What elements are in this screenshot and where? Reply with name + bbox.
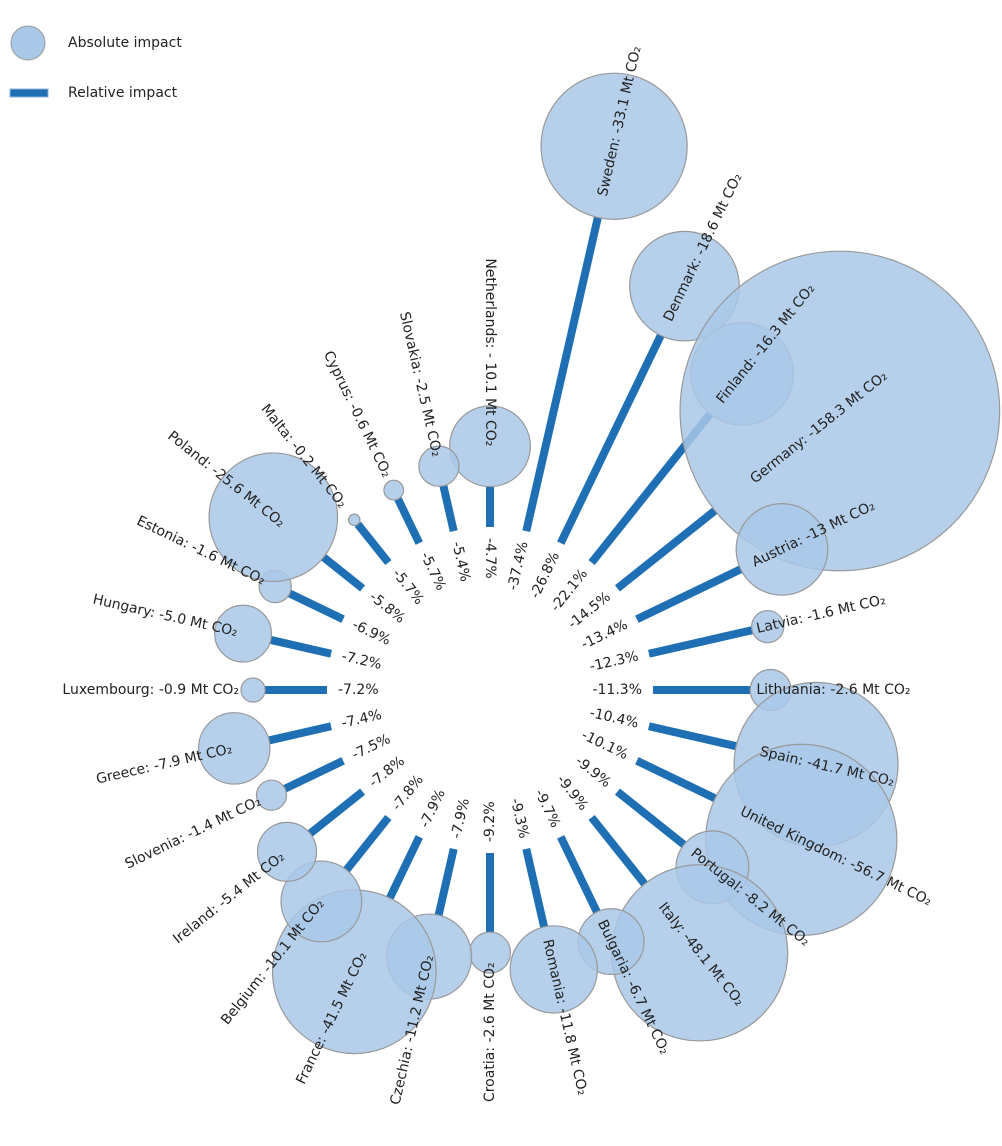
relative-label: -5.7% bbox=[417, 550, 449, 594]
bubble bbox=[735, 503, 829, 596]
country-label: Cyprus: -0.6 Mt CO₂ bbox=[320, 349, 394, 480]
bar bbox=[648, 722, 738, 751]
bubble bbox=[751, 609, 785, 644]
bubble bbox=[418, 445, 460, 487]
bubble bbox=[679, 250, 1001, 572]
bubble bbox=[509, 925, 599, 1014]
relative-label: -7.2% bbox=[338, 682, 379, 698]
bar bbox=[269, 636, 332, 658]
relative-label: -11.3% bbox=[592, 682, 642, 698]
bubble bbox=[197, 712, 271, 785]
relative-label: -9.9% bbox=[572, 753, 614, 791]
bar bbox=[394, 497, 423, 545]
relative-label: -5.8% bbox=[366, 589, 408, 627]
bar bbox=[614, 507, 718, 592]
bar bbox=[321, 554, 366, 592]
country-label: Lithuania: -2.6 Mt CO₂ bbox=[756, 682, 910, 698]
country-label: Croatia: -2.6 Mt CO₂ bbox=[482, 962, 498, 1102]
bubble bbox=[240, 677, 266, 703]
country-label: Netherlands: - 10.1 Mt CO₂ bbox=[482, 258, 498, 446]
relative-label: -9.7% bbox=[531, 787, 563, 831]
relative-label: -7.2% bbox=[340, 648, 383, 673]
relative-label: -5.4% bbox=[448, 540, 473, 583]
bubbles bbox=[197, 72, 1001, 1055]
relative-label: -5.7% bbox=[389, 566, 427, 608]
legend-label: Relative impact bbox=[68, 85, 178, 101]
country-label: Ireland: -5.4 Mt CO₂ bbox=[170, 849, 288, 947]
relative-label: -7.4% bbox=[340, 707, 383, 732]
bubble bbox=[449, 405, 531, 488]
bar bbox=[307, 788, 366, 837]
bubble bbox=[347, 513, 361, 527]
country-label: Slovakia: -2.5 Mt CO₂ bbox=[396, 310, 445, 458]
bubble bbox=[540, 72, 688, 220]
bar bbox=[287, 589, 345, 623]
bar bbox=[522, 848, 548, 928]
relative-label: -9.2% bbox=[482, 801, 498, 842]
bar bbox=[434, 848, 458, 917]
bar bbox=[354, 521, 392, 566]
relative-label: -9.9% bbox=[553, 772, 591, 814]
bubble bbox=[256, 821, 318, 882]
legend-label: Absolute impact bbox=[68, 35, 182, 51]
bar bbox=[557, 333, 665, 545]
bar bbox=[635, 565, 743, 623]
bubble bbox=[383, 479, 405, 501]
bar bbox=[588, 814, 648, 887]
bar bbox=[557, 835, 601, 914]
bar bbox=[635, 757, 717, 803]
bar bbox=[268, 722, 332, 745]
relative-label: -10.4% bbox=[588, 705, 640, 732]
relative-label: -7.9% bbox=[448, 797, 473, 840]
relative-label: -12.3% bbox=[588, 648, 640, 675]
relative-label: -7.5% bbox=[350, 731, 394, 763]
country-label: Slovenia: -1.4 Mt CO₂ bbox=[123, 793, 264, 872]
bar bbox=[283, 757, 345, 793]
relative-label: -4.7% bbox=[482, 538, 498, 579]
bubble bbox=[208, 452, 339, 583]
legend: Absolute impact Relative impact bbox=[9, 25, 182, 101]
legend-swatch bbox=[9, 88, 49, 98]
bar bbox=[522, 216, 602, 532]
relative-label: -7.8% bbox=[389, 772, 427, 814]
relative-label: -7.8% bbox=[366, 753, 408, 791]
legend-swatch bbox=[10, 25, 46, 61]
relative-label: -37.4% bbox=[505, 540, 532, 592]
bubble bbox=[214, 604, 273, 663]
bubble bbox=[255, 779, 288, 811]
bar bbox=[343, 814, 392, 873]
bar bbox=[648, 626, 753, 658]
bars bbox=[265, 216, 753, 933]
bar bbox=[386, 835, 423, 900]
relative-label: -6.9% bbox=[350, 617, 394, 649]
relative-label: -9.3% bbox=[507, 797, 532, 840]
bubble bbox=[280, 860, 363, 943]
country-label: Luxembourg: -0.9 Mt CO₂ bbox=[62, 682, 239, 698]
country-label: Hungary: -5.0 Mt CO₂ bbox=[91, 592, 239, 641]
relative-label: -7.9% bbox=[417, 787, 449, 831]
bar bbox=[439, 484, 458, 532]
bar bbox=[614, 788, 687, 848]
